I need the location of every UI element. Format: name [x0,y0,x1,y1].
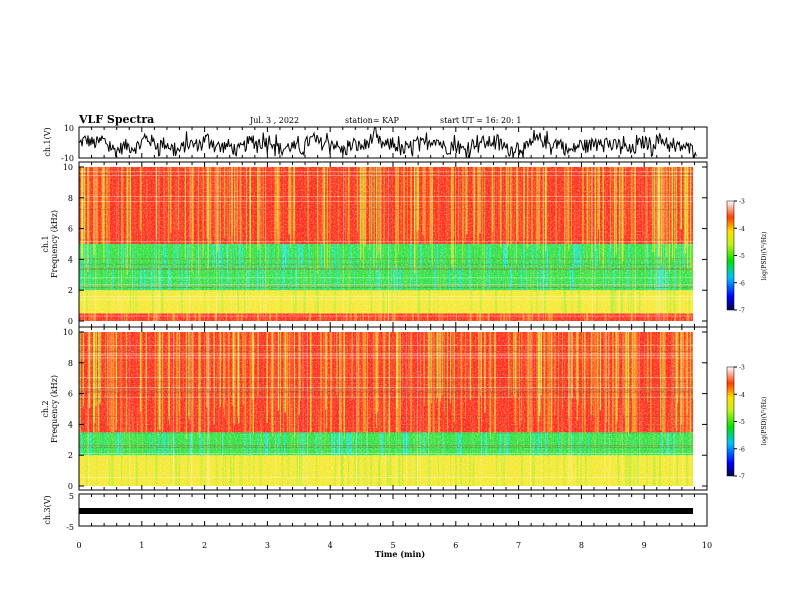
figure-title: VLF Spectra [78,113,154,126]
ch1-ylabel: ch.1(V) [43,127,52,156]
x-tick-label: 1 [139,541,144,550]
y-tick-label: 6 [68,225,73,234]
x-axis-tick-labels: 0 1 2 3 4 5 6 7 8 9 10 [76,541,712,550]
ch2-spec-ylabel-line2: Frequency (kHz) [50,375,59,443]
ch1-spec-ylabel-line1: ch.1 [41,235,50,252]
start-time-label: start UT = 16: 20: 1 [440,116,521,125]
x-tick-label: 5 [390,541,395,550]
date-label: Jul. 3 , 2022 [249,116,299,125]
y-tick-label: 6 [68,390,73,399]
colorbar-tick-label: -5 [739,253,745,260]
y-tick-label: 4 [68,420,73,429]
ch2-colorbar-label: log(PSD)(V²/Hz) [761,397,768,446]
ch3-ylabel: ch.3(V) [43,495,52,524]
x-tick-label: 6 [453,541,458,550]
x-tick-label: 4 [328,541,333,550]
y-tick-label: 2 [68,286,73,295]
station-label: station= KAP [345,116,400,125]
spectrogram-streak [694,167,695,244]
y-tick-label: 0 [68,482,73,491]
x-axis-label: Time (min) [375,549,425,559]
y-tick-label: 10 [63,328,73,337]
x-tick-label: 7 [516,541,521,550]
ch1-ytick-bottom: -10 [61,154,74,163]
ch1-colorbar: -3 -4 -5 -6 -7 log(PSD)(V²/Hz) [726,199,768,315]
ch2-spec-ylabel-line1: ch.2 [41,400,50,417]
colorbar-tick-label: -3 [739,199,745,206]
spectrogram-speckle [79,167,693,321]
y-tick-label: 8 [68,194,73,203]
y-tick-label: 4 [68,255,73,264]
ch3-signal-bar [79,508,693,514]
y-tick-label: 10 [63,163,73,172]
ch3-panel: 5 -5 ch.3(V) [43,492,708,532]
colorbar-tick-label: -6 [739,280,745,287]
spectrogram-speckle [79,332,693,486]
ch1-colorbar-label: log(PSD)(V²/Hz) [761,232,768,281]
y-tick-label: 2 [68,451,73,460]
spectrogram-streak [694,267,695,290]
ch1-spec-ylabel-line2: Frequency (kHz) [50,210,59,278]
ch3-ytick-top: 5 [69,492,74,501]
colorbar-tick-label: -4 [739,392,745,399]
x-tick-label: 9 [642,541,647,550]
ch1-ytick-top: 10 [64,124,74,133]
x-tick-label: 10 [702,541,712,550]
x-tick-label: 0 [76,541,81,550]
colorbar-tick-label: -5 [739,419,745,426]
x-tick-label: 8 [579,541,584,550]
colorbar-tick-label: -7 [739,474,745,481]
ch1-waveform-panel: 10 -10 ch.1(V) [43,124,708,163]
spectrogram-streak [696,167,697,244]
colorbar-tick-label: -7 [739,308,745,315]
ch2-spectrogram-panel: 0 2 4 6 8 10 ch.2 Frequency (kHz) [41,326,708,491]
spectrogram-streak [696,167,698,244]
x-tick-label: 2 [202,541,207,550]
ch1-spectrogram-panel: 0 2 4 6 8 10 ch.1 Frequency (kHz) [41,161,708,328]
colorbar-tick-label: -6 [739,446,745,453]
y-tick-label: 0 [68,317,73,326]
colorbar-tick-label: -4 [739,226,745,233]
ch1-waveform-line [78,126,697,159]
ch2-colorbar: -3 -4 -5 -6 -7 log(PSD)(V²/Hz) [726,365,768,481]
x-tick-label: 3 [265,541,270,550]
spectrogram-streak [693,313,695,321]
colorbar-tick-label: -3 [739,365,745,372]
ch3-ytick-bottom: -5 [66,523,74,532]
y-tick-label: 8 [68,359,73,368]
